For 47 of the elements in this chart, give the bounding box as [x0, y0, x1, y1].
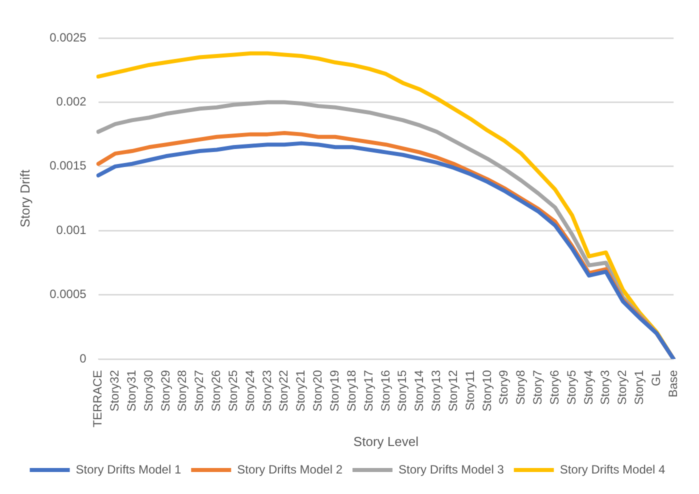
- x-tick-label: Story14: [412, 370, 426, 412]
- legend-label: Story Drifts Model 1: [76, 462, 182, 476]
- x-tick-label: GL: [648, 370, 663, 386]
- x-tick-label: Story29: [158, 370, 172, 412]
- y-tick-label: 0.0005: [50, 287, 87, 302]
- x-tick-label: Story6: [547, 370, 562, 405]
- x-tick-label: Story31: [124, 370, 138, 412]
- x-tick-label: Story13: [429, 370, 444, 412]
- x-tick-label: Story1: [632, 370, 646, 405]
- x-tick-label: Story4: [581, 370, 596, 405]
- x-tick-label: Story5: [564, 370, 578, 405]
- y-tick-label: 0.001: [56, 222, 87, 237]
- x-tick-label: Story22: [276, 370, 291, 412]
- y-tick-label: 0.0025: [50, 30, 87, 44]
- x-tick-label: Story11: [462, 370, 477, 411]
- x-tick-label: Story9: [496, 370, 511, 405]
- x-tick-label: Story20: [310, 370, 325, 412]
- x-tick-label: Story12: [446, 370, 460, 412]
- x-tick-label: Story7: [530, 370, 545, 405]
- x-tick-label: Story16: [378, 370, 392, 412]
- x-tick-label: Story18: [344, 370, 358, 412]
- x-tick-label: Story21: [294, 370, 308, 412]
- legend-label: Story Drifts Model 4: [560, 462, 666, 476]
- x-tick-label: TERRACE: [90, 370, 105, 428]
- x-tick-label: Story27: [192, 370, 206, 412]
- x-tick-label: Story15: [395, 370, 410, 412]
- x-tick-label: Base: [666, 370, 680, 398]
- x-tick-label: Story24: [242, 370, 257, 412]
- x-tick-label: Story17: [361, 370, 376, 412]
- x-tick-label: Story2: [615, 370, 630, 405]
- y-tick-label: 0.002: [56, 94, 87, 109]
- legend-label: Story Drifts Model 2: [237, 462, 343, 476]
- x-tick-label: Story8: [514, 370, 528, 405]
- x-tick-label: Story30: [141, 370, 156, 412]
- y-tick-label: 0.0015: [50, 158, 87, 173]
- x-tick-label: Story26: [209, 370, 224, 412]
- legend-label: Story Drifts Model 3: [398, 462, 504, 476]
- x-tick-label: Story3: [598, 370, 612, 405]
- x-tick-label: Story10: [480, 370, 494, 412]
- x-tick-label: Story23: [260, 370, 274, 412]
- y-tick-label: 0: [80, 351, 87, 366]
- x-tick-label: Story19: [328, 370, 342, 412]
- x-axis-title: Story Level: [353, 434, 419, 449]
- x-tick-label: Story28: [175, 370, 190, 412]
- y-axis-title: Story Drift: [17, 169, 32, 228]
- x-tick-label: Story32: [108, 370, 122, 412]
- x-tick-label: Story25: [226, 370, 240, 412]
